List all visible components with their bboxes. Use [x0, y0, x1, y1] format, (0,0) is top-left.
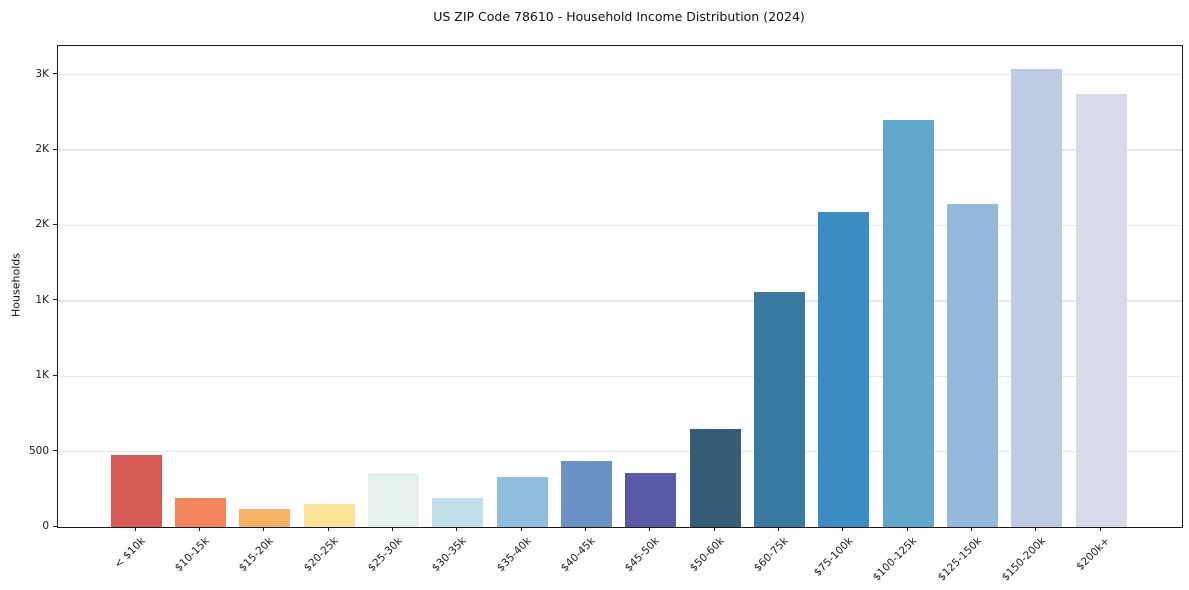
x-tick-label: $15-20k: [237, 535, 277, 575]
y-tick-mark: [53, 450, 57, 452]
y-tick-mark: [53, 374, 57, 376]
bar-15-20k: [239, 508, 291, 527]
x-tick-mark: [906, 527, 908, 531]
x-tick-label: $60-75k: [751, 535, 791, 575]
x-tick-label: $150-200k: [999, 535, 1049, 584]
chart-title: US ZIP Code 78610 - Household Income Dis…: [433, 9, 805, 24]
x-tick-mark: [263, 527, 265, 531]
x-tick-label: $125-150k: [935, 535, 984, 584]
bar-150-200k: [1011, 68, 1063, 527]
bar-20-25k: [303, 504, 355, 527]
x-tick-mark: [520, 527, 522, 531]
x-tick-mark: [198, 527, 200, 531]
x-tick-label: $50-60k: [687, 535, 727, 575]
y-gridline: [58, 149, 1182, 151]
y-axis-label: Households: [9, 253, 23, 317]
x-tick-label: $200k+: [1074, 535, 1113, 573]
bar-125-150k: [946, 204, 998, 527]
y-tick-label: 3K: [35, 67, 49, 80]
x-tick-mark: [1035, 527, 1037, 531]
bar-60-75k: [753, 291, 805, 527]
x-tick-label: $25-30k: [365, 535, 405, 575]
y-tick-mark: [53, 299, 57, 301]
bar-35-40k: [496, 476, 548, 527]
x-tick-mark: [391, 527, 393, 531]
x-tick-mark: [584, 527, 586, 531]
y-gridline: [58, 375, 1182, 377]
y-gridline: [58, 224, 1182, 227]
y-gridline: [58, 73, 1182, 76]
bar-75-100k: [818, 211, 870, 527]
x-tick-mark: [456, 527, 458, 531]
bar-40-45k: [560, 461, 612, 527]
y-tick-mark: [53, 525, 57, 527]
x-tick-label: $40-45k: [558, 535, 598, 575]
x-tick-label: $75-100k: [811, 535, 856, 579]
bar-200k: [1075, 94, 1127, 527]
y-tick-mark: [53, 73, 57, 75]
x-tick-label: $35-40k: [494, 535, 534, 575]
x-tick-mark: [649, 527, 651, 531]
y-tick-label: 0: [42, 520, 49, 532]
bar-10k: [110, 454, 162, 527]
y-tick-label: 2K: [35, 218, 49, 231]
y-tick-label: 1K: [35, 293, 49, 306]
x-tick-label: < $10k: [111, 535, 148, 571]
bar-45-50k: [625, 473, 677, 527]
y-tick-label: 2K: [35, 143, 49, 156]
x-tick-label: $10-15k: [172, 535, 212, 575]
bar-100-125k: [882, 119, 934, 527]
bar-30-35k: [432, 498, 484, 527]
x-tick-mark: [134, 527, 136, 531]
bar-25-30k: [367, 473, 419, 527]
bar-50-60k: [689, 429, 741, 527]
x-tick-label: $30-35k: [430, 535, 470, 575]
x-tick-mark: [777, 527, 779, 531]
x-tick-label: $100-125k: [870, 535, 920, 584]
x-tick-mark: [842, 527, 844, 531]
y-tick-mark: [53, 223, 57, 226]
x-tick-mark: [713, 527, 715, 531]
x-tick-mark: [327, 527, 329, 531]
plot-area: [57, 45, 1183, 528]
y-gridline: [58, 450, 1182, 453]
x-tick-label: $45-50k: [623, 535, 663, 575]
y-tick-label: 500: [28, 444, 49, 457]
bar-10-15k: [174, 497, 226, 527]
y-tick-label: 1K: [35, 369, 49, 382]
x-tick-label: $20-25k: [301, 535, 341, 575]
y-tick-mark: [53, 148, 57, 150]
y-gridline: [58, 300, 1182, 302]
x-tick-mark: [970, 527, 972, 531]
x-tick-mark: [1099, 527, 1101, 531]
